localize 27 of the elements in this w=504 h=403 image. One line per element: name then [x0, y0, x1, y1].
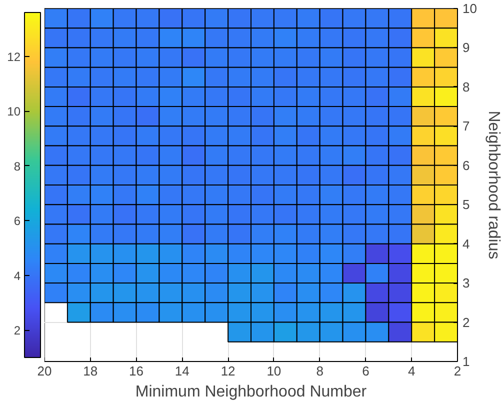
y-tick-label: 9	[462, 40, 470, 56]
x-tick-label: 14	[174, 364, 190, 378]
x-tick-label: 18	[83, 364, 98, 378]
y-tick-label: 2	[462, 314, 470, 330]
y-tick-label: 4	[462, 236, 470, 252]
color-bar-label: 6	[14, 214, 21, 228]
y-tick-label: 8	[462, 79, 470, 94]
y-tick-label: 6	[462, 158, 470, 173]
y-tick-label: 7	[462, 118, 470, 134]
color-bar-label: 10	[7, 104, 21, 119]
x-tick-label: 10	[266, 364, 282, 378]
x-tick-label: 6	[362, 364, 370, 378]
x-tick-label: 16	[129, 364, 144, 378]
color-bar-label: 2	[14, 324, 21, 338]
x-axis-title: Minimum Neighborhood Number	[135, 384, 368, 400]
x-tick-label: 4	[408, 364, 416, 378]
color-bar-label: 4	[14, 268, 21, 283]
y-tick-label: 1	[462, 354, 470, 369]
y-tick-label: 10	[462, 1, 477, 16]
color-bar-label: 12	[7, 50, 21, 64]
y-tick-label: 5	[462, 197, 470, 212]
x-tick-label: 8	[316, 364, 324, 378]
y-tick-label: 3	[462, 276, 470, 291]
y-axis-title: Neighborhood radius	[484, 110, 502, 260]
x-tick-label: 12	[220, 364, 236, 378]
x-tick-label: 20	[37, 364, 52, 378]
color-bar-label: 8	[14, 159, 21, 174]
